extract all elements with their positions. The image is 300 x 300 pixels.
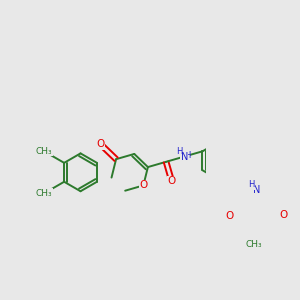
Text: O: O xyxy=(226,212,234,221)
Text: O: O xyxy=(96,139,105,149)
Text: CH₃: CH₃ xyxy=(245,240,262,249)
Text: CH₃: CH₃ xyxy=(36,147,52,156)
Text: N: N xyxy=(254,185,261,195)
Text: CH₃: CH₃ xyxy=(36,189,52,198)
Text: H: H xyxy=(184,151,190,160)
Text: O: O xyxy=(168,176,176,186)
Text: H: H xyxy=(176,147,182,156)
Text: H: H xyxy=(248,180,255,189)
Text: O: O xyxy=(139,180,148,190)
Text: O: O xyxy=(279,210,287,220)
Text: N: N xyxy=(181,152,188,162)
